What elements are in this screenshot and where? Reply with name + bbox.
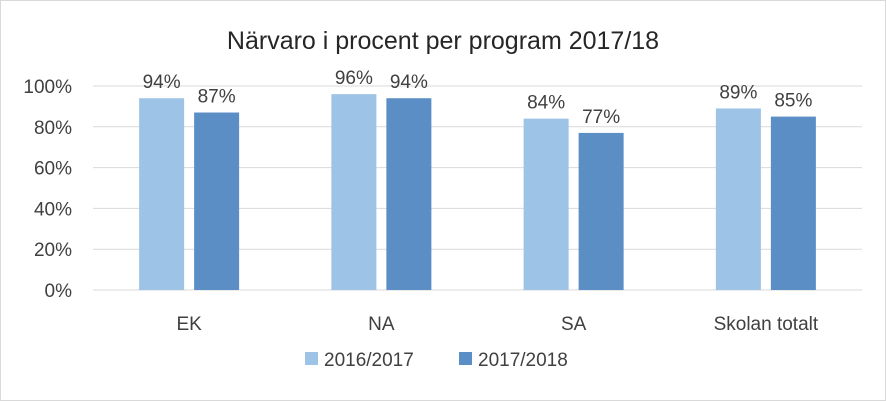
bar (770, 116, 816, 290)
data-label: 94% (390, 72, 428, 93)
legend-label: 2017/2018 (478, 350, 568, 371)
data-label: 94% (143, 72, 181, 93)
x-category-label: Skolan totalt (714, 314, 819, 335)
legend-swatch (459, 352, 472, 365)
bar (386, 98, 432, 291)
data-label: 96% (335, 68, 373, 89)
data-label: 89% (719, 82, 757, 103)
bar (578, 132, 624, 290)
legend-label: 2016/2017 (324, 350, 414, 371)
legend: 2016/2017 2017/2018 (305, 350, 568, 371)
bar (194, 112, 240, 291)
bar (331, 94, 377, 290)
data-label: 85% (774, 91, 812, 112)
y-tick-label: 100% (23, 77, 72, 98)
data-label: 87% (198, 87, 236, 108)
x-category-label: SA (561, 314, 587, 335)
data-labels: 94% 87% 96% 94% 84% 77% 89% 85% (143, 68, 813, 128)
y-tick-label: 20% (34, 240, 72, 261)
bar (715, 108, 761, 290)
y-tick-label: 80% (34, 118, 72, 139)
bars (139, 94, 816, 291)
bar (139, 98, 185, 291)
data-label: 84% (527, 93, 565, 114)
chart-title: Närvaro i procent per program 2017/18 (227, 27, 659, 55)
x-axis-categories: EK NA SA Skolan totalt (176, 314, 818, 335)
y-tick-label: 60% (34, 159, 72, 180)
legend-swatch (305, 352, 318, 365)
bar (523, 118, 569, 290)
y-axis-ticks: 0% 20% 40% 60% 80% 100% (23, 77, 72, 302)
y-tick-label: 0% (45, 281, 73, 302)
data-label: 77% (582, 107, 620, 128)
x-category-label: EK (176, 314, 202, 335)
y-tick-label: 40% (34, 199, 72, 220)
x-category-label: NA (368, 314, 395, 335)
